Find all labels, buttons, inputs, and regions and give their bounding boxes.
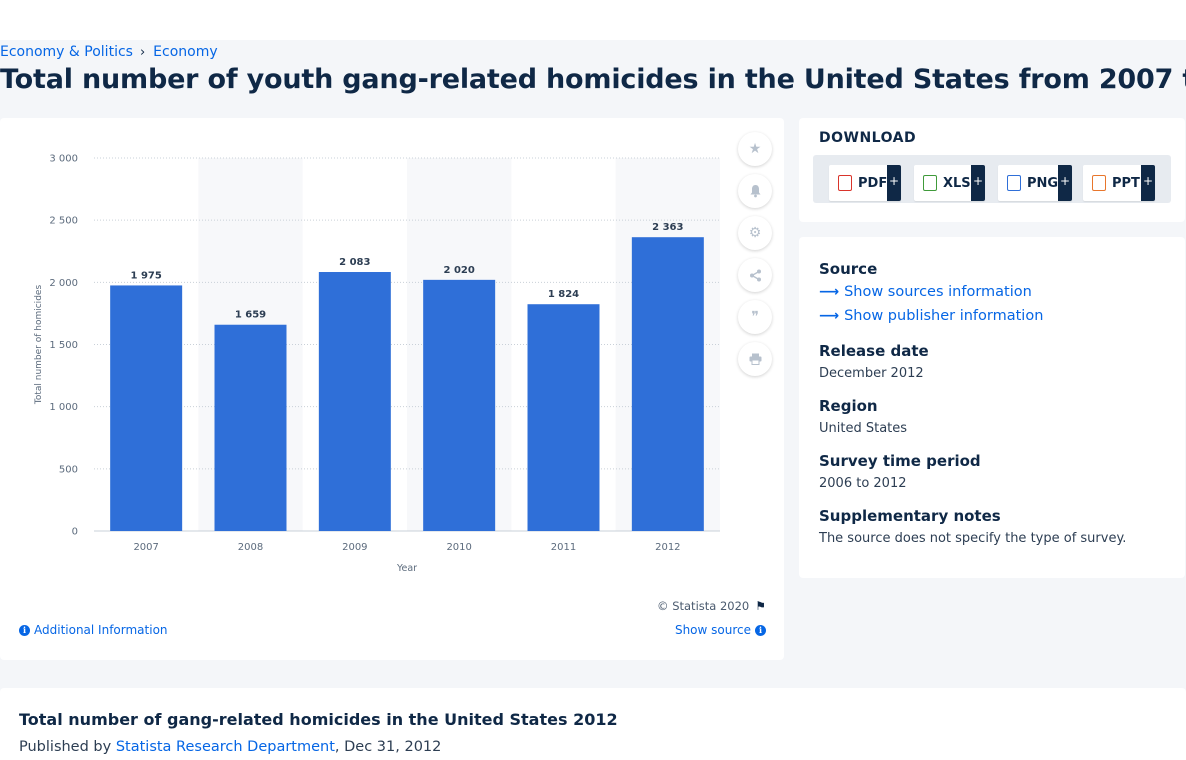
x-tick-label: 2010 — [446, 542, 471, 553]
y-tick-label: 1 500 — [49, 340, 78, 351]
copyright-text: © Statista 2020 — [657, 599, 750, 613]
chart-toolbar: ★ ⚙ ❞ — [738, 132, 772, 384]
arrow-right-icon: ⟶ — [819, 284, 840, 300]
ppt-file-icon — [1092, 175, 1106, 191]
x-tick-label: 2007 — [133, 542, 158, 553]
bar — [214, 324, 287, 531]
region-value: United States — [819, 421, 908, 436]
bar-value-label: 2 020 — [444, 265, 475, 276]
y-tick-label: 0 — [72, 527, 78, 538]
show-publisher-label: Show publisher information — [844, 308, 1044, 324]
additional-information-label: Additional Information — [34, 623, 168, 637]
survey-period-heading: Survey time period — [819, 452, 981, 470]
related-statistic-card: Total number of gang-related homicides i… — [0, 688, 1186, 760]
download-pdf-label: PDF — [858, 175, 888, 191]
download-xls-button[interactable]: XLS + — [914, 165, 985, 201]
y-tick-label: 1 000 — [49, 402, 78, 413]
published-by-line: Published by Statista Research Departmen… — [19, 739, 441, 755]
bar — [318, 272, 391, 531]
page-title: Total number of youth gang-related homic… — [0, 64, 1186, 95]
bar-value-label: 1 824 — [548, 289, 579, 300]
breadcrumb-separator-icon: › — [139, 44, 146, 60]
survey-period-value: 2006 to 2012 — [819, 476, 907, 491]
png-file-icon — [1007, 175, 1021, 191]
x-tick-label: 2011 — [551, 542, 576, 553]
publish-date: , Dec 31, 2012 — [334, 739, 442, 755]
bar-value-label: 1 975 — [131, 270, 162, 281]
bar-value-label: 2 083 — [339, 257, 370, 268]
bar — [527, 304, 600, 531]
download-xls-plus-icon[interactable]: + — [971, 165, 985, 201]
y-tick-label: 3 000 — [49, 154, 78, 165]
show-sources-label: Show sources information — [844, 284, 1032, 300]
cite-quote-icon[interactable]: ❞ — [738, 300, 772, 334]
download-xls-label: XLS — [943, 175, 971, 191]
show-publisher-link[interactable]: ⟶ Show publisher information — [819, 308, 1043, 324]
related-statistic-title[interactable]: Total number of gang-related homicides i… — [19, 710, 618, 729]
show-source-label: Show source — [674, 623, 751, 637]
download-button-bar: PDF + XLS + PNG + PPT + — [813, 155, 1171, 203]
info-icon: i — [755, 624, 766, 636]
x-axis-label: Year — [396, 563, 417, 574]
region-heading: Region — [819, 397, 878, 415]
y-axis-label: Total number of homicides — [34, 285, 44, 406]
download-pdf-plus-icon[interactable]: + — [887, 165, 901, 201]
supplementary-notes-value: The source does not specify the type of … — [819, 531, 1127, 546]
xls-file-icon — [923, 175, 937, 191]
y-tick-label: 2 500 — [49, 216, 78, 227]
release-date-heading: Release date — [819, 342, 929, 360]
download-png-plus-icon[interactable]: + — [1058, 165, 1072, 201]
download-title: DOWNLOAD — [819, 130, 917, 146]
notification-bell-icon[interactable] — [738, 174, 772, 208]
download-pdf-button[interactable]: PDF + — [829, 165, 901, 201]
publisher-link[interactable]: Statista Research Department — [115, 739, 335, 755]
supplementary-notes-heading: Supplementary notes — [819, 507, 1001, 525]
flag-icon[interactable]: ⚑ — [755, 599, 766, 613]
bar-value-label: 2 363 — [652, 222, 683, 233]
release-date-value: December 2012 — [819, 366, 924, 381]
download-card: DOWNLOAD PDF + XLS + PNG + PPT + — [799, 118, 1185, 222]
bar-chart: 0 500 1 000 1 500 2 000 2 500 3 000 1 975 2007 1 … — [34, 154, 720, 574]
bar — [110, 285, 183, 531]
top-navigation-bar — [0, 0, 1186, 40]
print-icon[interactable] — [738, 342, 772, 376]
settings-gear-icon[interactable]: ⚙ — [738, 216, 772, 250]
breadcrumb-item-economy[interactable]: Economy — [153, 44, 218, 60]
statistic-details-card: Source ⟶ Show sources information ⟶ Show… — [799, 237, 1185, 578]
additional-information-link[interactable]: i Additional Information — [19, 623, 168, 637]
copyright-notice: © Statista 2020 ⚑ — [657, 599, 766, 613]
arrow-right-icon: ⟶ — [819, 308, 840, 324]
share-icon[interactable] — [738, 258, 772, 292]
bar-value-label: 1 659 — [235, 310, 266, 321]
x-tick-label: 2009 — [342, 542, 367, 553]
breadcrumb: Economy & Politics › Economy — [0, 44, 218, 60]
x-tick-label: 2012 — [655, 542, 680, 553]
source-heading: Source — [819, 260, 878, 278]
y-tick-label: 500 — [59, 464, 78, 475]
y-tick-label: 2 000 — [49, 278, 78, 289]
download-ppt-button[interactable]: PPT + — [1083, 165, 1155, 201]
show-source-link[interactable]: Show source i — [675, 623, 766, 637]
download-ppt-plus-icon[interactable]: + — [1141, 165, 1155, 201]
pdf-file-icon — [838, 175, 852, 191]
download-png-label: PNG — [1027, 175, 1059, 191]
x-tick-label: 2008 — [238, 542, 263, 553]
bar — [423, 279, 496, 531]
download-png-button[interactable]: PNG + — [998, 165, 1072, 201]
info-icon: i — [19, 624, 30, 636]
bar — [631, 237, 704, 532]
published-by-label: Published by — [19, 739, 112, 755]
download-ppt-label: PPT — [1112, 175, 1140, 191]
show-sources-link[interactable]: ⟶ Show sources information — [819, 284, 1032, 300]
breadcrumb-item-economy-politics[interactable]: Economy & Politics — [0, 44, 133, 60]
chart-card: 0 500 1 000 1 500 2 000 2 500 3 000 1 975 2007 1 … — [0, 118, 784, 660]
favorite-star-icon[interactable]: ★ — [738, 132, 772, 166]
